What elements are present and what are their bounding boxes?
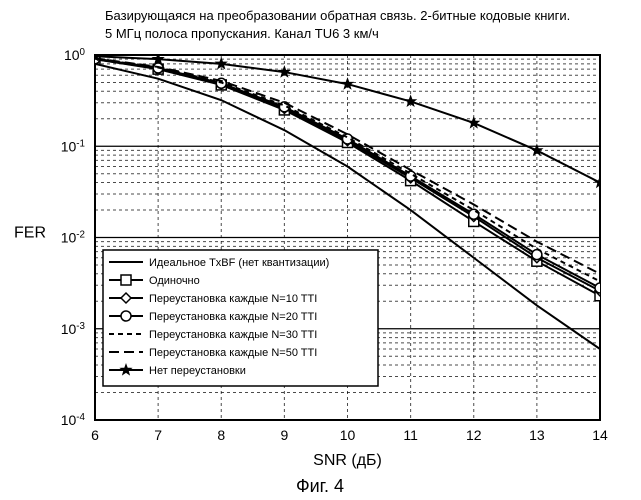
xtick-label: 6 bbox=[91, 427, 99, 443]
xtick-label: 14 bbox=[592, 427, 608, 443]
legend-label: Переустановка каждые N=30 TTI bbox=[149, 329, 317, 341]
xtick-label: 7 bbox=[154, 427, 162, 443]
legend-label: Переустановка каждые N=10 TTI bbox=[149, 293, 317, 305]
xtick-label: 8 bbox=[217, 427, 225, 443]
xtick-label: 9 bbox=[280, 427, 288, 443]
chart-title-1: Базирующаяся на преобразовании обратная … bbox=[105, 8, 570, 23]
legend-label: Переустановка каждые N=20 TTI bbox=[149, 311, 317, 323]
figure-caption: Фиг. 4 bbox=[296, 476, 344, 496]
legend-label: Идеальное TxBF (нет квантизации) bbox=[149, 257, 329, 269]
xtick-label: 13 bbox=[529, 427, 545, 443]
xtick-label: 11 bbox=[403, 427, 418, 443]
x-axis-label: SNR (дБ) bbox=[313, 452, 382, 469]
xtick-label: 10 bbox=[340, 427, 356, 443]
legend-label: Переустановка каждые N=50 TTI bbox=[149, 347, 317, 359]
xtick-label: 12 bbox=[466, 427, 482, 443]
chart-container: Базирующаяся на преобразовании обратная … bbox=[0, 0, 641, 500]
legend-label: Нет переустановки bbox=[149, 365, 246, 377]
chart-svg: Базирующаяся на преобразовании обратная … bbox=[0, 0, 641, 500]
legend-label: Одиночно bbox=[149, 275, 200, 287]
y-axis-label: FER bbox=[14, 225, 46, 242]
chart-title-2: 5 МГц полоса пропускания. Канал TU6 3 км… bbox=[105, 26, 379, 41]
